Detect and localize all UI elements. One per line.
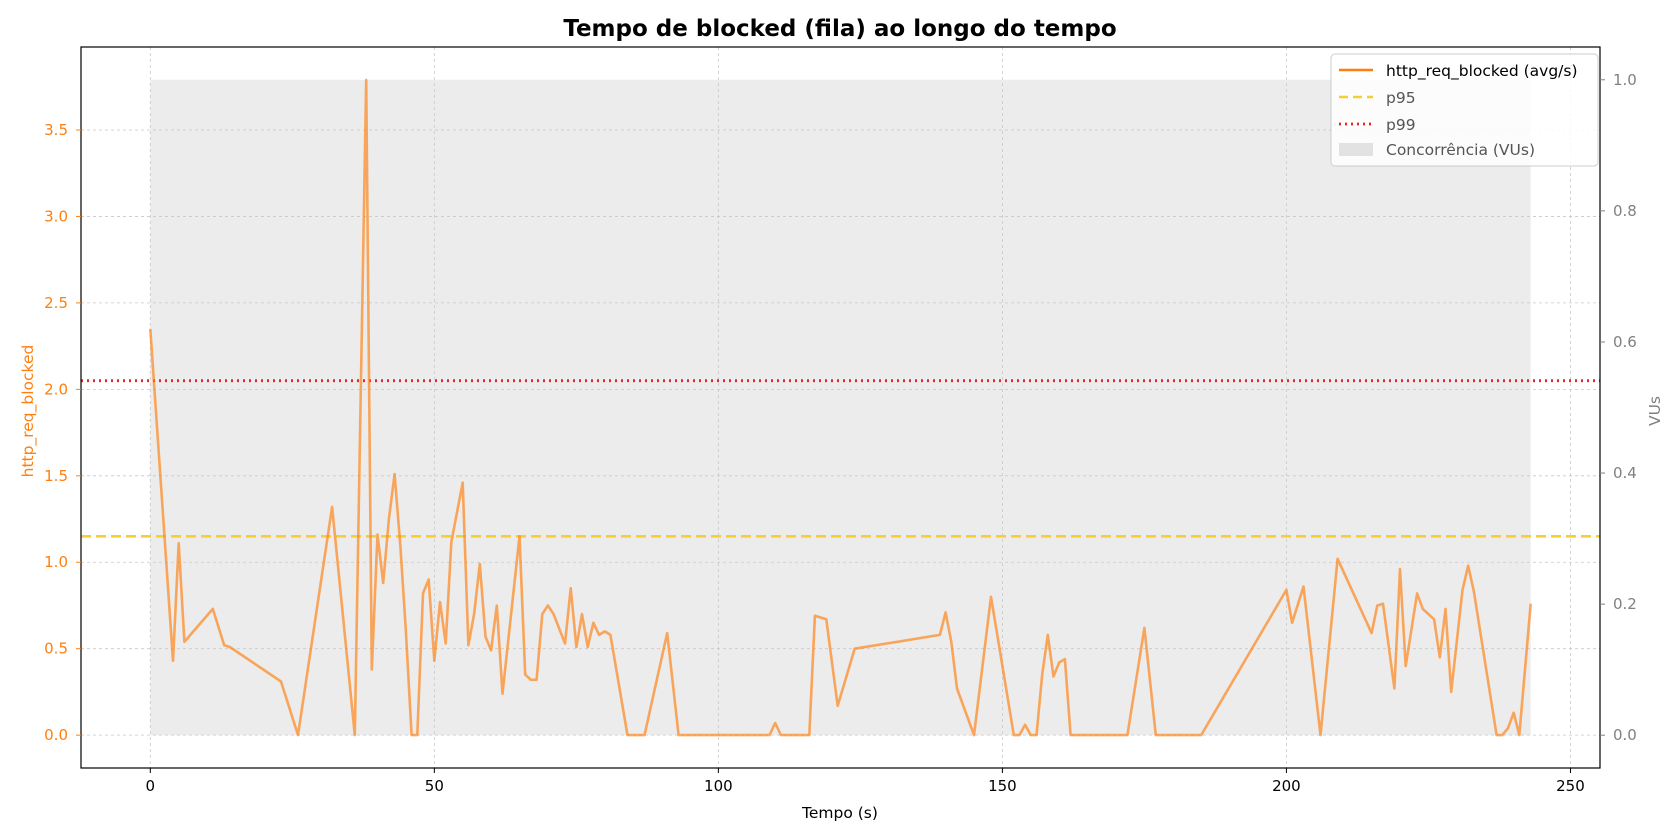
- legend-swatch-vus: [1339, 143, 1373, 156]
- y-right-tick-label: 1.0: [1613, 71, 1637, 89]
- y-left-tick-label: 2.5: [44, 294, 68, 312]
- x-tick-label: 200: [1272, 777, 1301, 795]
- y-left-tick-label: 0.0: [44, 726, 68, 744]
- y-left-tick-label: 1.0: [44, 553, 68, 571]
- y-left-tick-label: 0.5: [44, 640, 68, 658]
- vus-area: [150, 79, 1531, 736]
- x-tick-label: 100: [704, 777, 733, 795]
- legend-label-vus: Concorrência (VUs): [1386, 141, 1535, 159]
- axes: 0 50 100 150 200 250 0.0 0.5 1.0 1.5 2.0 2.5 3.0 3.5 0…: [44, 46, 1637, 795]
- legend-label-p99: p99: [1386, 116, 1416, 134]
- gridlines: [81, 47, 1600, 768]
- x-tick-label: 250: [1556, 777, 1585, 795]
- x-tick-label: 150: [988, 777, 1017, 795]
- y-axis-left-label: http_req_blocked: [19, 345, 38, 478]
- blocked-series-line: [149, 78, 1532, 737]
- y-left-tick-label: 3.0: [44, 207, 68, 225]
- blocked-line-layer: [149, 78, 1532, 737]
- y-left-tick-label: 1.5: [44, 467, 68, 485]
- plot-frame: [80, 46, 1601, 769]
- y-right-tick-label: 0.6: [1613, 333, 1637, 351]
- y-left-tick-label: 3.5: [44, 121, 68, 139]
- legend-label-p95: p95: [1386, 89, 1416, 107]
- x-tick-label: 50: [425, 777, 444, 795]
- legend-frame: [1330, 53, 1599, 167]
- legend: http_req_blocked (avg/s) p95 p99 Concorr…: [1330, 53, 1599, 167]
- legend-label-blocked: http_req_blocked (avg/s): [1386, 62, 1578, 81]
- chart-title: Tempo de blocked (fila) ao longo do temp…: [563, 16, 1116, 42]
- y-left-tick-label: 2.0: [44, 380, 68, 398]
- x-axis-label: Tempo (s): [801, 804, 878, 822]
- percentile-lines: [81, 379, 1600, 538]
- y-right-tick-label: 0.2: [1613, 595, 1637, 613]
- y-right-tick-label: 0.8: [1613, 202, 1637, 220]
- x-tick-label: 0: [146, 777, 156, 795]
- vus-area-layer: [150, 79, 1531, 736]
- y-axis-right-label: VUs: [1646, 396, 1664, 426]
- y-right-tick-label: 0.4: [1613, 464, 1637, 482]
- y-right-tick-label: 0.0: [1613, 726, 1637, 744]
